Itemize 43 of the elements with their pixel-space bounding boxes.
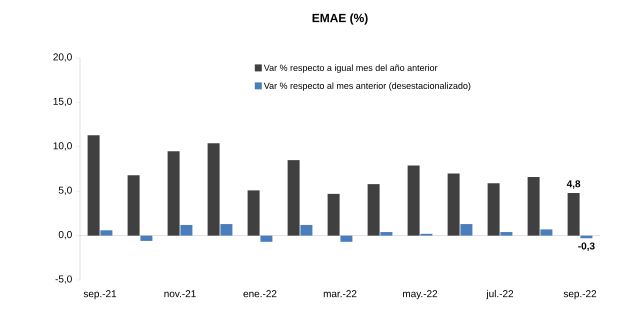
bar [128,175,140,236]
bar [208,143,220,236]
bar [500,232,512,236]
y-tick-label: 0,0 [58,231,72,240]
y-tick-label: 10,0 [54,142,72,150]
bar [168,151,180,236]
x-tick-label: sep.-22 [564,290,596,300]
y-tick-label: 20,0 [53,53,72,62]
bar [460,224,472,236]
x-tick-label: nov.-21 [164,290,196,298]
x-tick-label: ene.-22 [244,290,276,298]
y-tick-label: -5,0 [56,275,72,284]
bar [88,135,100,236]
bar [528,176,540,236]
bar [488,183,500,236]
bar [380,232,392,236]
bar [568,192,580,236]
chart-title: EMAE (%) [312,13,368,25]
bar [288,160,300,236]
bar [140,236,152,241]
y-tick-label: 15,0 [54,98,72,106]
bar [328,194,340,236]
legend-label: Var % respecto a igual mes del año anterior [264,64,438,73]
bar [408,165,420,236]
bar [580,236,592,238]
bar [448,173,460,236]
x-tick-label: jul.-22 [486,290,514,300]
bar [100,230,112,236]
x-tick-label: sep.-21 [84,290,116,300]
bar [180,224,192,236]
bar [260,236,272,242]
y-tick-label: 5,0 [58,186,72,195]
x-tick-label: may.-22 [403,290,438,300]
data-label: 4,8 [566,180,580,189]
bar [340,236,352,242]
bar [248,190,260,236]
x-tick-label: mar.-22 [324,290,356,298]
bar [220,224,232,236]
bar [368,184,380,236]
bar [540,229,552,236]
legend-label: Var % respecto al mes anterior (desestacionalizado) [264,82,470,91]
bar [300,224,312,236]
data-label: -0,3 [578,242,595,251]
